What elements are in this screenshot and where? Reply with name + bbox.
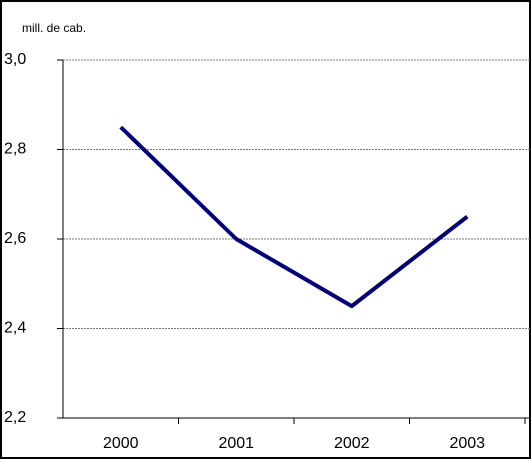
x-tick-label: 2002 [334,435,370,452]
x-tick-label: 2001 [218,435,254,452]
y-tick-label: 2,8 [4,141,26,158]
y-axis-label: mill. de cab. [22,21,86,35]
y-tick-label: 2,4 [4,320,26,337]
line [119,125,469,309]
y-tick-label: 3,0 [4,51,26,68]
y-tick-label: 2,2 [4,409,26,426]
x-tick-label: 2000 [103,435,139,452]
x-tick-label: 2003 [449,435,485,452]
y-tick-label: 2,6 [4,230,26,247]
